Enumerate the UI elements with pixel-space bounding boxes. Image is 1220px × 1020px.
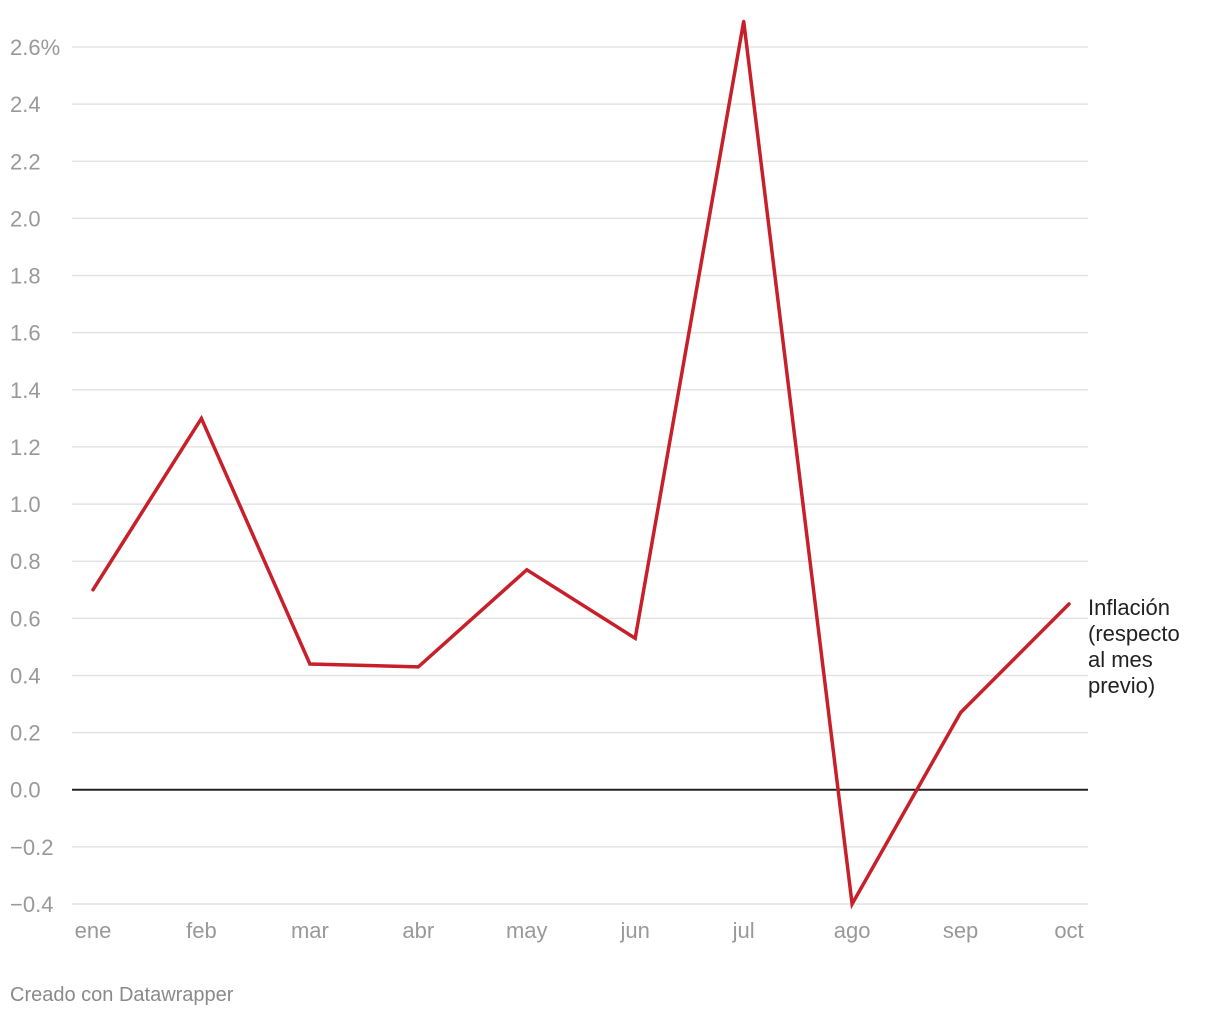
data-point [850, 902, 854, 906]
series-layer [91, 19, 1071, 910]
y-tick-label: 2.0 [10, 206, 41, 231]
data-point [308, 662, 312, 666]
series-label: Inflación (respecto al mes previo) [1088, 595, 1180, 698]
y-tick-label: 0.4 [10, 663, 41, 688]
y-tick-label: 0.8 [10, 549, 41, 574]
series-label-line: Inflación [1088, 595, 1170, 620]
data-point [91, 588, 95, 592]
credit-text: Creado con Datawrapper [10, 984, 234, 1006]
x-tick-label: oct [1054, 918, 1083, 943]
series-label-line: al mes [1088, 647, 1153, 672]
x-tick-label: sep [943, 918, 978, 943]
series-label-line: previo) [1088, 673, 1155, 698]
data-point [959, 711, 963, 715]
y-tick-label: 1.0 [10, 492, 41, 517]
data-point [525, 568, 529, 572]
y-tick-label: −0.4 [10, 892, 53, 917]
y-tick-label: 1.4 [10, 378, 41, 403]
x-tick-label: mar [291, 918, 329, 943]
series-label-line: (respecto [1088, 621, 1180, 646]
y-tick-label: 1.2 [10, 435, 41, 460]
series-line [91, 20, 1071, 910]
y-tick-label: 0.6 [10, 606, 41, 631]
y-tick-label: 2.4 [10, 92, 41, 117]
data-point [199, 416, 203, 420]
data-point [416, 665, 420, 669]
series-label-text: Inflación (respecto al mes previo) [1088, 595, 1180, 698]
y-tick-label: 0.2 [10, 721, 41, 746]
data-point [1067, 602, 1071, 606]
x-tick-label: ene [75, 918, 112, 943]
x-tick-label: feb [186, 918, 217, 943]
y-tick-label: 1.8 [10, 264, 41, 289]
x-axis-tick-labels: ene feb mar abr may jun jul ago sep oct [75, 918, 1084, 943]
x-tick-label: abr [402, 918, 434, 943]
y-tick-label: 2.6% [10, 35, 60, 60]
gridlines [72, 46, 1088, 905]
y-tick-label: 1.6 [10, 321, 41, 346]
x-tick-label: may [506, 918, 548, 943]
x-tick-label: jul [732, 918, 755, 943]
y-tick-label: −0.2 [10, 835, 53, 860]
y-axis-tick-labels: 2.6% 2.4 2.2 2.0 1.8 1.6 1.4 1.2 1.0 0.8 0.6 0.4 0.2… [10, 35, 60, 917]
data-point [742, 19, 746, 23]
y-tick-label: 0.0 [10, 778, 41, 803]
x-tick-label: jun [620, 918, 650, 943]
data-point [633, 636, 637, 640]
y-tick-label: 2.2 [10, 149, 41, 174]
x-tick-label: ago [834, 918, 871, 943]
